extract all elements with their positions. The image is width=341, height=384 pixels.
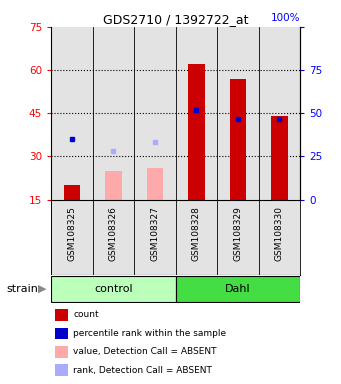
Text: ▶: ▶ [38,284,46,294]
Bar [93,27,134,200]
Text: strain: strain [7,284,39,294]
Bar [134,27,176,200]
Text: rank, Detection Call = ABSENT: rank, Detection Call = ABSENT [73,366,212,375]
Bar [51,200,93,275]
Text: GSM108330: GSM108330 [275,206,284,261]
Bar [63,185,80,200]
Bar [176,276,300,302]
Bar [51,276,176,302]
Text: GSM108327: GSM108327 [150,206,159,261]
Bar [229,79,246,200]
Bar [258,200,300,275]
Bar [271,116,288,200]
Text: GSM108325: GSM108325 [68,206,76,261]
Text: GSM108328: GSM108328 [192,206,201,261]
Bar [147,168,163,200]
Bar [176,27,217,200]
Text: 100%: 100% [270,13,300,23]
Text: GSM108329: GSM108329 [233,206,242,261]
Bar [93,200,134,275]
Text: GSM108326: GSM108326 [109,206,118,261]
Text: count: count [73,310,99,319]
Bar [217,27,258,200]
Bar [188,64,205,200]
Text: value, Detection Call = ABSENT: value, Detection Call = ABSENT [73,347,217,356]
Bar [258,27,300,200]
Bar [217,200,258,275]
Bar [134,200,176,275]
Text: control: control [94,284,133,294]
Bar [51,27,93,200]
Bar [105,171,122,200]
Bar [176,200,217,275]
Text: Dahl: Dahl [225,284,251,294]
Text: percentile rank within the sample: percentile rank within the sample [73,329,226,338]
Title: GDS2710 / 1392722_at: GDS2710 / 1392722_at [103,13,248,26]
